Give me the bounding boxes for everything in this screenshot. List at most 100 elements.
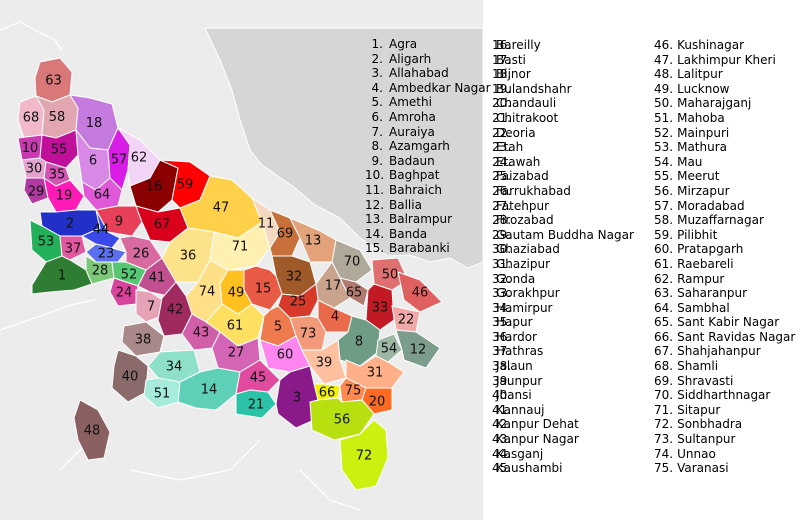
district-39[interactable]: [301, 339, 347, 385]
legend-item-name: Muzaffarnagar: [677, 213, 764, 228]
legend-item-number: 11.: [365, 182, 385, 197]
district-64[interactable]: [81, 177, 123, 211]
district-48[interactable]: [73, 399, 111, 461]
legend-item-name: Mahoba: [677, 110, 725, 125]
legend-item: 56. Mirzapur: [654, 184, 795, 199]
legend-item-name: Pratapgarh: [677, 242, 744, 257]
district-label-36: 36: [180, 249, 197, 264]
legend-item: 50. Maharajganj: [654, 96, 795, 111]
legend-item-name: Shahjahanpur: [677, 344, 761, 359]
legend-item-name: Etawah: [496, 154, 541, 169]
district-label-2: 2: [66, 217, 74, 232]
district-24[interactable]: [109, 277, 139, 307]
legend-item: 64. Sambhal: [654, 301, 795, 316]
legend-item: 68. Shamli: [654, 359, 795, 374]
legend-item: 69. Shravasti: [654, 374, 795, 389]
legend-item-number: 64.: [654, 300, 674, 315]
district-label-16: 16: [146, 180, 163, 195]
legend-item-name: Kannauj: [496, 402, 545, 417]
legend-item-name: Bahraich: [389, 182, 443, 197]
district-label-50: 50: [382, 268, 399, 283]
legend-item: 6. Amroha: [365, 110, 491, 125]
legend-item-name: Ghazipur: [496, 256, 551, 271]
legend-item-number: 46.: [654, 38, 674, 52]
legend-item: 49. Lucknow: [654, 82, 795, 97]
district-54[interactable]: [375, 333, 403, 363]
district-label-5: 5: [274, 320, 282, 335]
legend-item-name: Ghaziabad: [496, 242, 560, 257]
legend-item-number: 55.: [654, 169, 674, 184]
legend-item: 48. Lalitpur: [654, 67, 795, 82]
legend-item-number: 70.: [654, 388, 674, 403]
district-label-35: 35: [49, 168, 66, 183]
legend-item-number: 71.: [654, 402, 674, 417]
district-label-72: 72: [356, 449, 373, 464]
district-label-32: 32: [286, 270, 303, 285]
legend-item-name: Chitrakoot: [496, 110, 559, 125]
legend-item: 33.Gorakhpur: [492, 286, 560, 301]
district-label-54: 54: [381, 342, 398, 357]
district-7[interactable]: [135, 289, 167, 323]
district-12[interactable]: [395, 329, 441, 369]
district-label-14: 14: [201, 383, 218, 398]
legend-item: 32.Gonda: [492, 271, 536, 286]
legend-item-name: Hapur: [496, 315, 533, 330]
legend-item: 11. Bahraich: [365, 183, 491, 198]
legend-item-number: 52.: [654, 125, 674, 140]
legend-item-number: 7.: [371, 124, 383, 139]
legend-item-number: 9.: [371, 153, 383, 168]
legend-item-name: Unnao: [677, 446, 716, 461]
legend-item-name: Gautam Buddha Nagar: [496, 227, 634, 242]
district-label-66: 66: [319, 386, 336, 401]
legend-item-number: 15.: [365, 241, 385, 256]
legend-item-number: 53.: [654, 140, 674, 155]
district-label-25: 25: [290, 295, 307, 310]
legend-item-name: Pilibhit: [677, 227, 718, 242]
district-65[interactable]: [339, 277, 369, 307]
district-72[interactable]: [339, 419, 389, 491]
district-56[interactable]: [309, 397, 375, 441]
district-label-30: 30: [26, 162, 43, 177]
district-29[interactable]: [23, 177, 49, 205]
legend-item-name: Kaushambi: [496, 461, 563, 476]
legend-item-name: Kanpur Dehat: [496, 417, 579, 432]
legend-item-name: Varanasi: [677, 461, 729, 476]
legend-item-name: Bareilly: [496, 38, 541, 52]
district-label-26: 26: [133, 247, 150, 262]
legend-item: 34.Hamirpur: [492, 300, 553, 315]
district-label-73: 73: [300, 327, 317, 342]
district-label-71: 71: [232, 240, 249, 255]
legend-item: 22.Deoria: [492, 125, 536, 140]
legend-item-number: 63.: [654, 286, 674, 301]
district-37[interactable]: [59, 235, 87, 261]
district-46[interactable]: [397, 271, 443, 313]
legend-column-1: 1. Agra 2. Aligarh 3. Allahabad 4. Ambedkar Nag…: [365, 37, 491, 256]
legend-item-number: 54.: [654, 154, 674, 169]
legend-item-name: Lakhimpur Kheri: [677, 52, 776, 67]
legend-item-name: Balrampur: [389, 212, 453, 227]
legend-item: 13. Balrampur: [365, 212, 491, 227]
district-40[interactable]: [111, 349, 149, 403]
districts-layer: [17, 57, 443, 491]
district-label-55: 55: [51, 143, 68, 158]
legend-item: 31.Ghazipur: [492, 256, 551, 271]
district-label-18: 18: [86, 116, 103, 131]
district-19[interactable]: [43, 176, 85, 213]
legend-item-name: Jhansi: [496, 388, 532, 403]
legend-item-name: Ballia: [389, 197, 422, 212]
legend-item: 29.Gautam Buddha Nagar: [492, 227, 634, 242]
legend-item: 27.Fatehpur: [492, 198, 550, 213]
legend-item-name: Basti: [496, 52, 526, 67]
legend-item-name: Mau: [677, 154, 703, 169]
legend-item-name: Hathras: [496, 344, 544, 359]
legend-item-name: Jalaun: [496, 359, 533, 374]
district-label-67: 67: [154, 218, 171, 233]
legend-item-number: 56.: [654, 183, 674, 198]
district-50[interactable]: [371, 257, 409, 291]
legend-item-name: Sitapur: [677, 402, 721, 417]
legend-item-number: 5.: [371, 95, 383, 110]
legend-item-number: 68.: [654, 359, 674, 374]
district-label-9: 9: [115, 215, 123, 230]
legend-item-number: 3.: [371, 66, 383, 81]
legend-item: 19.Bulandshahr: [492, 81, 572, 96]
